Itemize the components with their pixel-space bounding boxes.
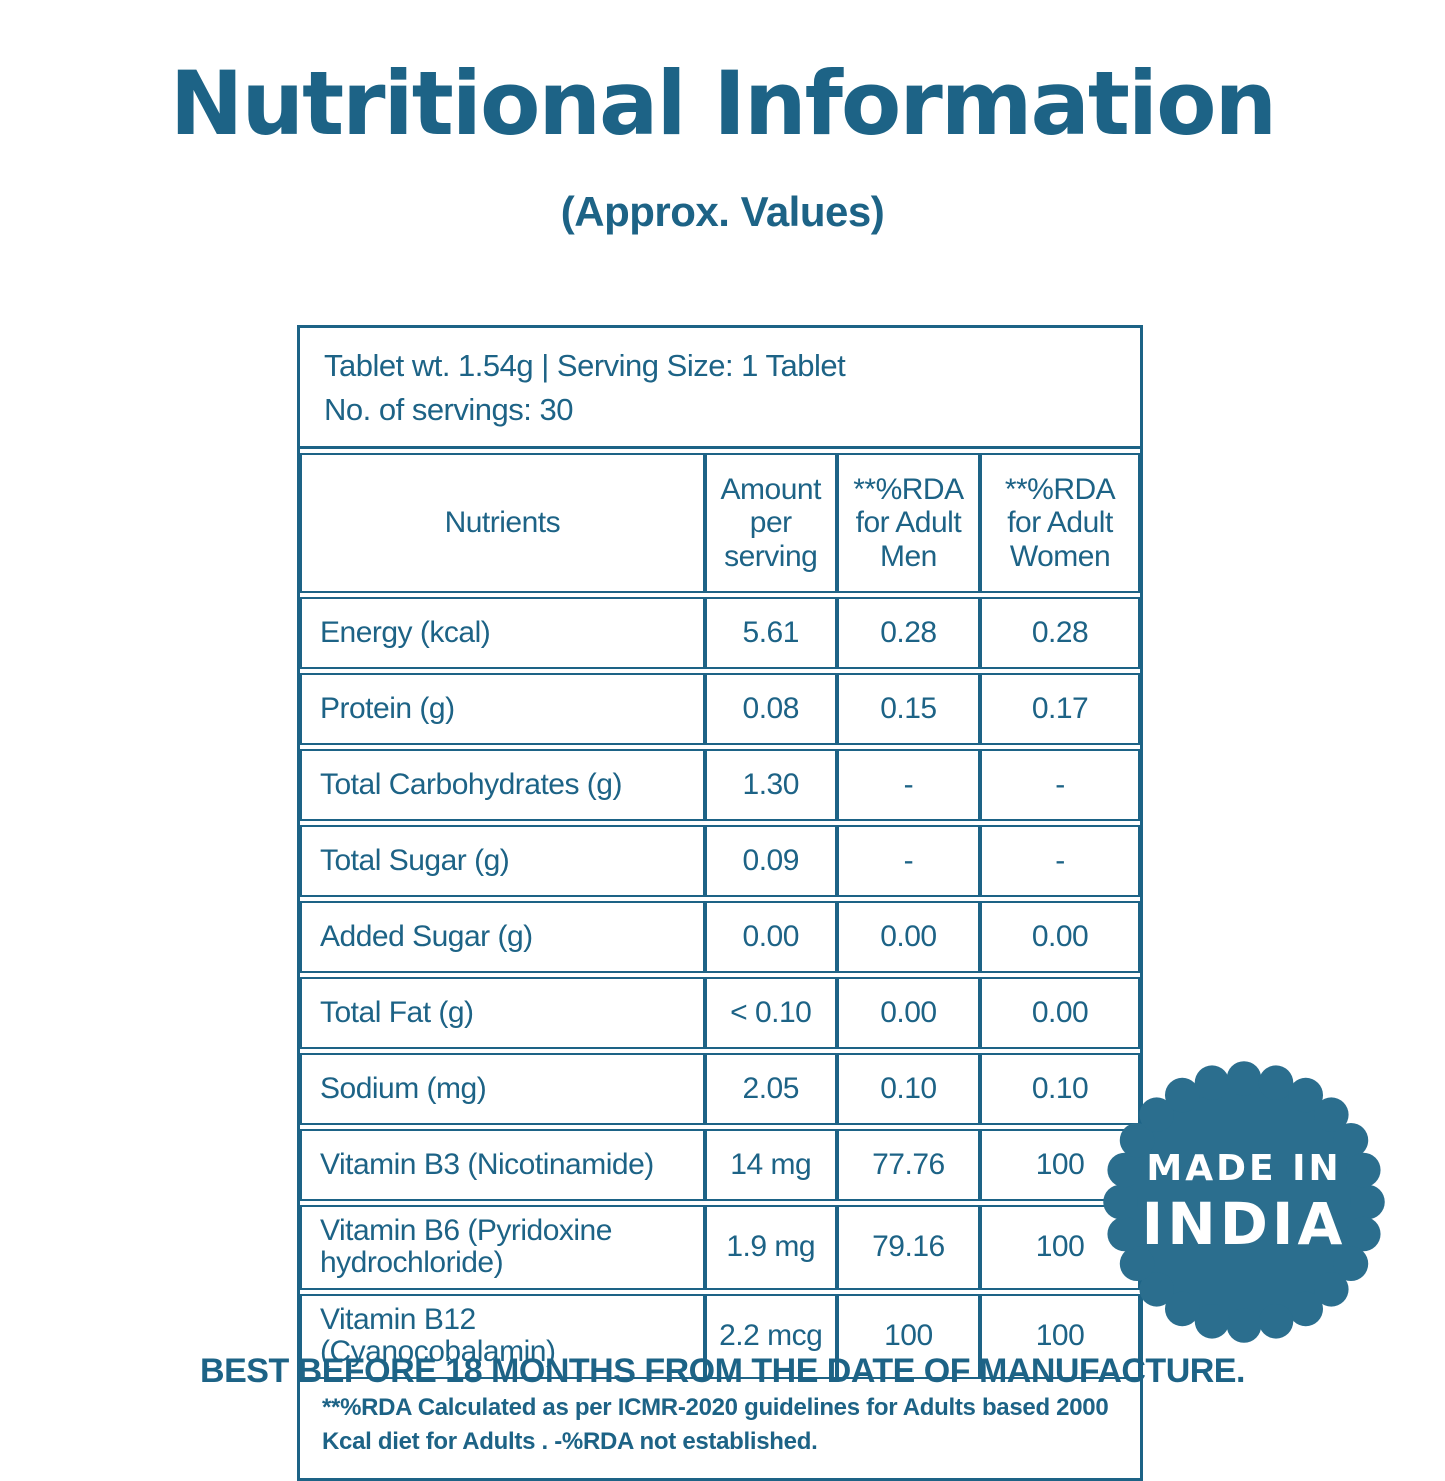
serving-info-line2: No. of servings: 30 bbox=[324, 392, 573, 428]
row-rda-women-value: - bbox=[980, 825, 1140, 898]
rda-footnote: **%RDA Calculated as per ICMR-2020 guide… bbox=[322, 1393, 1109, 1456]
column-header-rda-adult-men: **%RDA for Adult Men bbox=[836, 453, 981, 594]
row-nutrient-label: Vitamin B12 (Cyanocobalamin) bbox=[300, 1293, 705, 1379]
row-nutrient-label: Sodium (mg) bbox=[300, 1053, 705, 1126]
row-nutrient-label: Protein (g) bbox=[300, 673, 705, 746]
row-rda-men-value: 0.00 bbox=[836, 977, 981, 1050]
row-rda-men-value: 77.76 bbox=[836, 1129, 981, 1202]
row-nutrient-label: Total Fat (g) bbox=[300, 977, 705, 1050]
row-rda-men-value: 0.10 bbox=[836, 1053, 981, 1126]
badge-made-in-label: MADE IN bbox=[1146, 1148, 1342, 1189]
row-amount-value: 1.30 bbox=[704, 749, 837, 822]
row-amount-value: 14 mg bbox=[704, 1129, 837, 1202]
row-rda-women-value: - bbox=[980, 749, 1140, 822]
row-amount-value: 2.05 bbox=[704, 1053, 837, 1126]
row-amount-value: 0.09 bbox=[704, 825, 837, 898]
row-amount-value: 0.08 bbox=[704, 673, 837, 746]
best-before-note: BEST BEFORE 18 MONTHS FROM THE DATE OF M… bbox=[200, 1352, 1245, 1390]
row-amount-value: 2.2 mcg bbox=[704, 1293, 837, 1379]
row-nutrient-label: Added Sugar (g) bbox=[300, 901, 705, 974]
label-canvas: Nutritional Information (Approx. Values)… bbox=[169, 52, 1386, 1481]
nutrition-table: Nutrients Amount per serving **%RDA for … bbox=[300, 449, 1140, 1383]
row-rda-women-value: 0.00 bbox=[980, 901, 1140, 974]
row-rda-women-value: 0.17 bbox=[980, 673, 1140, 746]
made-in-india-badge: MADE IN INDIA bbox=[1102, 1060, 1386, 1344]
row-rda-women-value: 0.28 bbox=[980, 597, 1140, 670]
serving-info: Tablet wt. 1.54g | Serving Size: 1 Table… bbox=[300, 328, 1140, 450]
table-row: Energy (kcal) 5.61 0.28 0.28 bbox=[300, 597, 1140, 670]
row-rda-men-value: 0.15 bbox=[836, 673, 981, 746]
table-row: Sodium (mg) 2.05 0.10 0.10 bbox=[300, 1053, 1140, 1126]
scalloped-seal-icon bbox=[1103, 1061, 1385, 1343]
row-rda-men-value: 79.16 bbox=[836, 1205, 981, 1290]
row-nutrient-label: Vitamin B3 (Nicotinamide) bbox=[300, 1129, 705, 1202]
row-rda-men-value: 0.00 bbox=[836, 901, 981, 974]
table-row: Vitamin B6 (Pyridoxine hydrochloride) 1.9… bbox=[300, 1205, 1140, 1290]
row-rda-men-value: - bbox=[836, 749, 981, 822]
table-row: Protein (g) 0.08 0.15 0.17 bbox=[300, 673, 1140, 746]
serving-info-line1: Tablet wt. 1.54g | Serving Size: 1 Table… bbox=[324, 348, 846, 383]
table-row: Total Carbohydrates (g) 1.30- - bbox=[300, 749, 1140, 822]
row-rda-women-value: 100 bbox=[980, 1293, 1140, 1379]
column-header-amount-per-serving: Amount per serving bbox=[704, 453, 837, 594]
row-rda-men-value: 0.28 bbox=[836, 597, 981, 670]
row-rda-men-value: - bbox=[836, 825, 981, 898]
nutrition-table-box: Tablet wt. 1.54g | Serving Size: 1 Table… bbox=[297, 325, 1143, 1481]
column-header-nutrients: Nutrients bbox=[300, 453, 705, 594]
row-amount-value: 0.00 bbox=[704, 901, 837, 974]
row-rda-women-value: 0.00 bbox=[980, 977, 1140, 1050]
row-rda-women-value: 100 bbox=[980, 1205, 1140, 1290]
page-title: Nutritional Information bbox=[169, 52, 1277, 155]
badge-india-label: INDIA bbox=[1141, 1190, 1347, 1258]
table-row: Vitamin B12 (Cyanocobalamin) 2.2 mcg 100 10… bbox=[300, 1293, 1140, 1379]
row-rda-women-value: 100 bbox=[980, 1129, 1140, 1202]
badge-text: MADE IN INDIA bbox=[1102, 1060, 1386, 1344]
table-row: Total Fat (g) < 0.10 0.00 0.00 bbox=[300, 977, 1140, 1050]
row-amount-value: < 0.10 bbox=[704, 977, 837, 1050]
column-header-rda-adult-women: **%RDA for Adult Women bbox=[980, 453, 1140, 594]
row-rda-men-value: 100 bbox=[836, 1293, 981, 1379]
table-row: Added Sugar (g) 0.00 0.00 0.00 bbox=[300, 901, 1140, 974]
table-row: Vitamin B3 (Nicotinamide) 14 mg 77.76 100 bbox=[300, 1129, 1140, 1202]
row-nutrient-label: Total Carbohydrates (g) bbox=[300, 749, 705, 822]
row-amount-value: 1.9 mg bbox=[704, 1205, 837, 1290]
page-subtitle: (Approx. Values) bbox=[560, 188, 885, 235]
row-amount-value: 5.61 bbox=[704, 597, 837, 670]
row-rda-women-value: 0.10 bbox=[980, 1053, 1140, 1126]
row-nutrient-label: Energy (kcal) bbox=[300, 597, 705, 670]
table-row: Total Sugar (g) 0.09- - bbox=[300, 825, 1140, 898]
row-nutrient-label: Vitamin B6 (Pyridoxine hydrochloride) bbox=[300, 1205, 705, 1290]
table-header-row: Nutrients Amount per serving **%RDA for … bbox=[300, 453, 1140, 594]
row-nutrient-label: Total Sugar (g) bbox=[300, 825, 705, 898]
